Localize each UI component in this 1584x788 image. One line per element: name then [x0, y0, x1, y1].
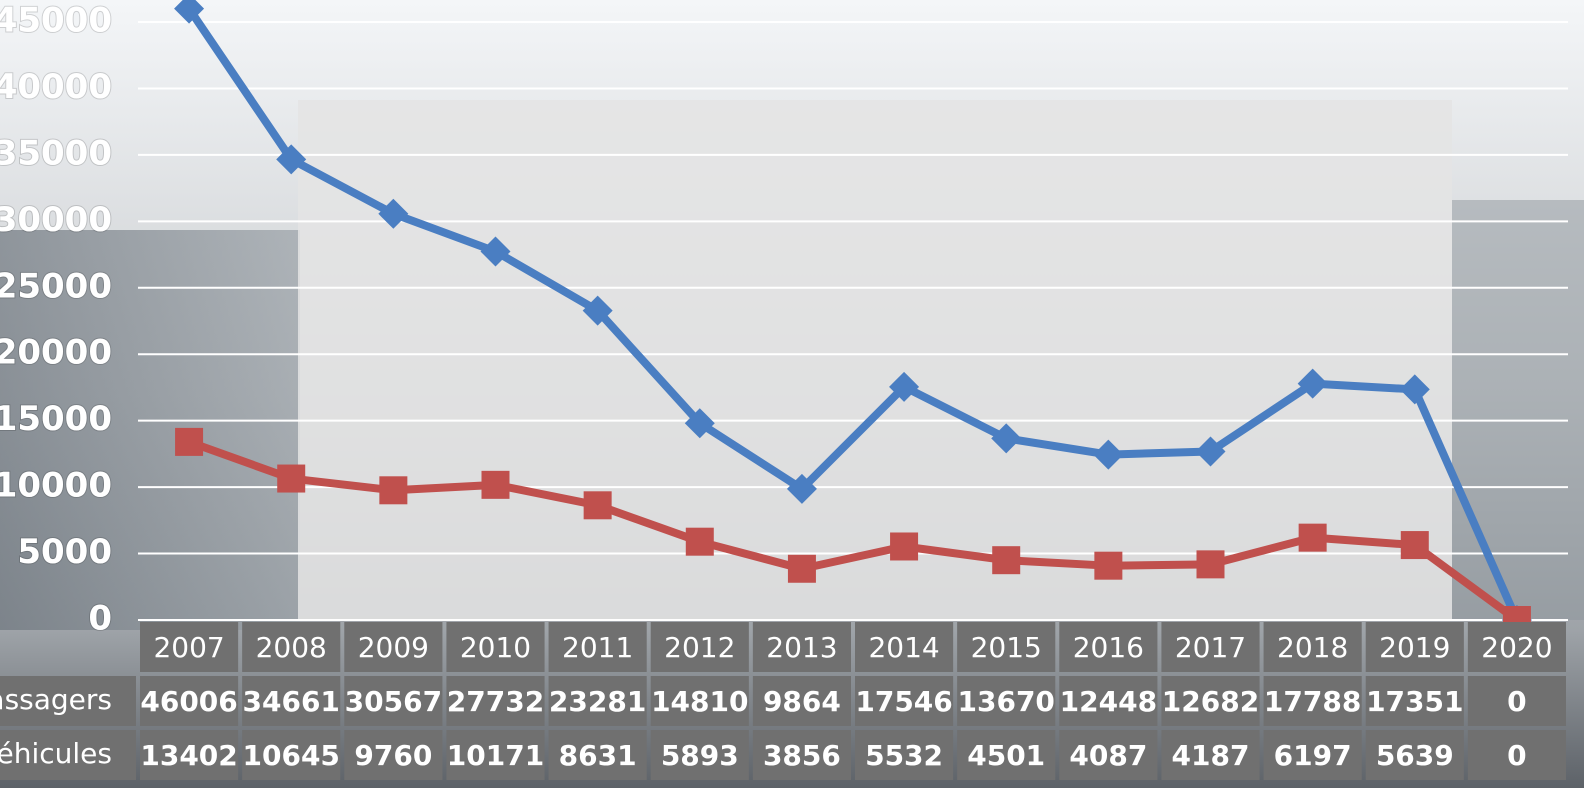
- data-label: 14810: [651, 685, 748, 718]
- data-label: 17351: [1366, 685, 1463, 718]
- marker: [482, 471, 510, 499]
- y-tick-label: 25000: [0, 266, 112, 306]
- marker: [379, 476, 407, 504]
- x-tick-label: 2013: [766, 631, 837, 664]
- x-tick-label: 2008: [256, 631, 327, 664]
- plot-panel: [298, 100, 1452, 620]
- x-tick-label: 2014: [868, 631, 939, 664]
- data-label: 17546: [855, 685, 952, 718]
- data-label: 0: [1507, 685, 1526, 718]
- y-tick-label: 10000: [0, 466, 112, 506]
- data-label: 0: [1507, 739, 1526, 772]
- data-label: 4187: [1172, 739, 1250, 772]
- data-label: 13402: [140, 739, 237, 772]
- data-label: 12682: [1162, 685, 1259, 718]
- data-label: 10645: [243, 739, 340, 772]
- y-tick-label: 20000: [0, 333, 112, 373]
- y-tick-label: 40000: [0, 67, 112, 107]
- background-crane: [1452, 200, 1584, 620]
- x-tick-label: 2020: [1481, 631, 1552, 664]
- x-tick-label: 2015: [971, 631, 1042, 664]
- marker: [1401, 531, 1429, 559]
- x-tick-label: 2016: [1073, 631, 1144, 664]
- marker: [686, 528, 714, 556]
- data-label: 10171: [447, 739, 544, 772]
- y-tick-label: 45000: [0, 1, 112, 41]
- y-tick-label: 15000: [0, 399, 112, 439]
- marker: [1094, 552, 1122, 580]
- data-label: 4501: [967, 739, 1045, 772]
- data-label: 5893: [661, 739, 739, 772]
- x-tick-label: 2007: [153, 631, 224, 664]
- y-tick-label: 35000: [0, 133, 112, 173]
- data-label: 9864: [763, 685, 841, 718]
- data-label: 6197: [1274, 739, 1352, 772]
- marker: [992, 546, 1020, 574]
- x-tick-label: 2012: [664, 631, 735, 664]
- y-tick-label: 5000: [17, 532, 112, 572]
- marker: [890, 532, 918, 560]
- data-label: 17788: [1264, 685, 1361, 718]
- x-tick-label: 2019: [1379, 631, 1450, 664]
- legend-entry: Véhicules: [0, 737, 112, 770]
- data-label: 12448: [1060, 685, 1157, 718]
- x-tick-label: 2018: [1277, 631, 1348, 664]
- marker: [584, 491, 612, 519]
- marker: [175, 428, 203, 456]
- marker: [788, 555, 816, 583]
- marker: [1197, 550, 1225, 578]
- legend-entry: Passagers: [0, 683, 112, 716]
- data-label: 30567: [345, 685, 442, 718]
- data-label: 27732: [447, 685, 544, 718]
- data-label: 5639: [1376, 739, 1454, 772]
- marker: [1299, 524, 1327, 552]
- data-label: 3856: [763, 739, 841, 772]
- y-tick-label: 0: [88, 599, 112, 639]
- x-tick-label: 2010: [460, 631, 531, 664]
- data-label: 8631: [559, 739, 637, 772]
- x-tick-label: 2011: [562, 631, 633, 664]
- x-tick-label: 2017: [1175, 631, 1246, 664]
- chart: 0 5000 10000 15000 20000 25000 30000 35000 40000…: [0, 0, 1584, 788]
- data-label: 9760: [354, 739, 432, 772]
- data-label: 23281: [549, 685, 646, 718]
- marker: [277, 465, 305, 493]
- data-label: 5532: [865, 739, 943, 772]
- data-label: 46006: [140, 685, 237, 718]
- y-tick-label: 30000: [0, 200, 112, 240]
- data-label: 13670: [958, 685, 1055, 718]
- data-label: 34661: [243, 685, 340, 718]
- x-tick-label: 2009: [358, 631, 429, 664]
- data-label: 4087: [1069, 739, 1147, 772]
